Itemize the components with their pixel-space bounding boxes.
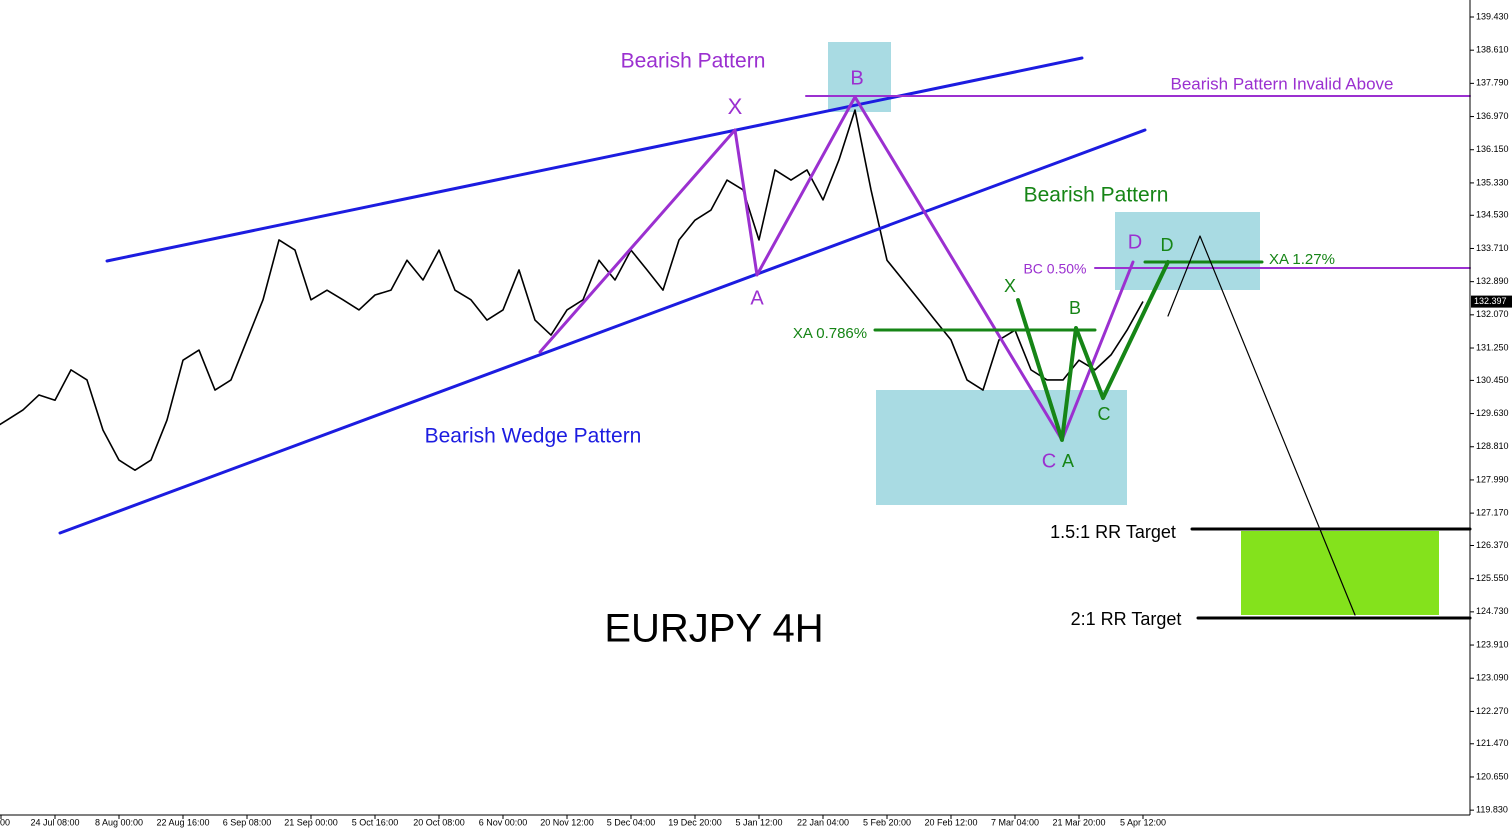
y-tick-label: 124.730 xyxy=(1476,606,1509,616)
annotation: Bearish Pattern xyxy=(1024,184,1169,207)
annotation: A xyxy=(750,287,764,309)
annotation: B xyxy=(850,67,863,89)
y-tick-label: 127.170 xyxy=(1476,507,1509,517)
y-tick-label: 120.650 xyxy=(1476,771,1509,781)
y-tick-label: 132.890 xyxy=(1476,276,1509,286)
annotation: 1.5:1 RR Target xyxy=(1050,522,1176,542)
x-tick-label: 24 Jul 08:00 xyxy=(30,817,79,827)
y-tick-label: 126.370 xyxy=(1476,540,1509,550)
y-tick-label: 121.470 xyxy=(1476,738,1509,748)
annotation: C xyxy=(1042,450,1056,472)
annotation: A xyxy=(1062,451,1074,471)
pattern-line xyxy=(538,95,1135,442)
x-tick-label: 5 Feb 20:00 xyxy=(863,817,911,827)
annotation-layer xyxy=(828,42,1439,615)
y-tick-label: 119.830 xyxy=(1476,805,1508,815)
y-tick-label: 131.250 xyxy=(1476,342,1509,352)
annotation-texts: Bearish Pattern X A B Bearish Pattern In… xyxy=(425,50,1394,651)
annotation: BC 0.50% xyxy=(1023,261,1086,277)
wedge-line xyxy=(58,128,1147,535)
y-tick-label: 137.790 xyxy=(1476,78,1509,88)
x-tick-label: 20 Nov 12:00 xyxy=(540,817,594,827)
y-tick-label: 136.970 xyxy=(1476,111,1509,121)
x-tick-label: 22 Aug 16:00 xyxy=(156,817,209,827)
pattern-line xyxy=(1016,260,1170,442)
annotation: X xyxy=(728,94,743,119)
y-tick-label: 130.450 xyxy=(1476,375,1509,385)
x-tick-label: 5 Apr 12:00 xyxy=(1120,817,1166,827)
y-tick-label: 129.630 xyxy=(1476,408,1509,418)
x-tick-label: 22 Jan 04:00 xyxy=(797,817,849,827)
annotation: Bearish Pattern Invalid Above xyxy=(1170,74,1393,93)
y-tick-label: 122.270 xyxy=(1476,706,1509,716)
annotation: C xyxy=(1098,404,1111,424)
wedge-line xyxy=(105,56,1084,263)
zone-box xyxy=(876,390,1127,505)
y-tick-label: 125.550 xyxy=(1476,573,1509,583)
annotation-lines xyxy=(58,56,1472,620)
annotation: B xyxy=(1069,298,1081,318)
zone-box xyxy=(1115,212,1260,290)
annotation: Bearish Pattern xyxy=(621,50,766,73)
annotation: Bearish Wedge Pattern xyxy=(425,425,642,448)
x-tick-label: 00 xyxy=(0,817,10,827)
annotation: XA 0.786% xyxy=(793,325,867,342)
y-tick-label: 123.090 xyxy=(1476,673,1509,683)
current-price-label: 132.397 xyxy=(1474,296,1507,306)
price-line xyxy=(0,109,1144,472)
y-tick-label: 132.070 xyxy=(1476,309,1509,319)
y-tick-label: 134.530 xyxy=(1476,210,1509,220)
y-tick-label: 136.150 xyxy=(1476,144,1509,154)
current-price-box xyxy=(1471,295,1512,308)
x-tick-label: 8 Aug 00:00 xyxy=(95,817,143,827)
y-tick-label: 138.610 xyxy=(1476,45,1509,55)
annotation: D xyxy=(1161,235,1174,255)
x-tick-label: 5 Jan 12:00 xyxy=(735,817,782,827)
y-tick-label: 139.430 xyxy=(1476,11,1509,21)
x-tick-label: 6 Nov 00:00 xyxy=(479,817,528,827)
annotation: 2:1 RR Target xyxy=(1071,609,1182,629)
x-tick-label: 7 Mar 04:00 xyxy=(991,817,1039,827)
x-tick-label: 21 Mar 20:00 xyxy=(1052,817,1105,827)
x-tick-label: 19 Dec 20:00 xyxy=(668,817,722,827)
x-tick-label: 20 Oct 08:00 xyxy=(413,817,465,827)
y-tick-label: 123.910 xyxy=(1476,639,1509,649)
price-layer xyxy=(0,109,1144,472)
target-zone xyxy=(1241,531,1439,615)
annotation: XA 1.27% xyxy=(1269,251,1335,268)
annotation: X xyxy=(1004,276,1016,296)
x-tick-label: 21 Sep 00:00 xyxy=(284,817,338,827)
annotation: D xyxy=(1128,231,1142,253)
x-tick-label: 6 Sep 08:00 xyxy=(223,817,272,827)
chart-title: EURJPY 4H xyxy=(604,607,823,651)
x-tick-label: 20 Feb 12:00 xyxy=(924,817,977,827)
x-tick-label: 5 Dec 04:00 xyxy=(607,817,656,827)
x-tick-label: 5 Oct 16:00 xyxy=(352,817,399,827)
y-tick-label: 133.710 xyxy=(1476,243,1509,253)
y-tick-label: 128.810 xyxy=(1476,441,1509,451)
y-tick-label: 127.990 xyxy=(1476,474,1509,484)
y-tick-label: 135.330 xyxy=(1476,177,1509,187)
projection-line xyxy=(1167,235,1356,616)
